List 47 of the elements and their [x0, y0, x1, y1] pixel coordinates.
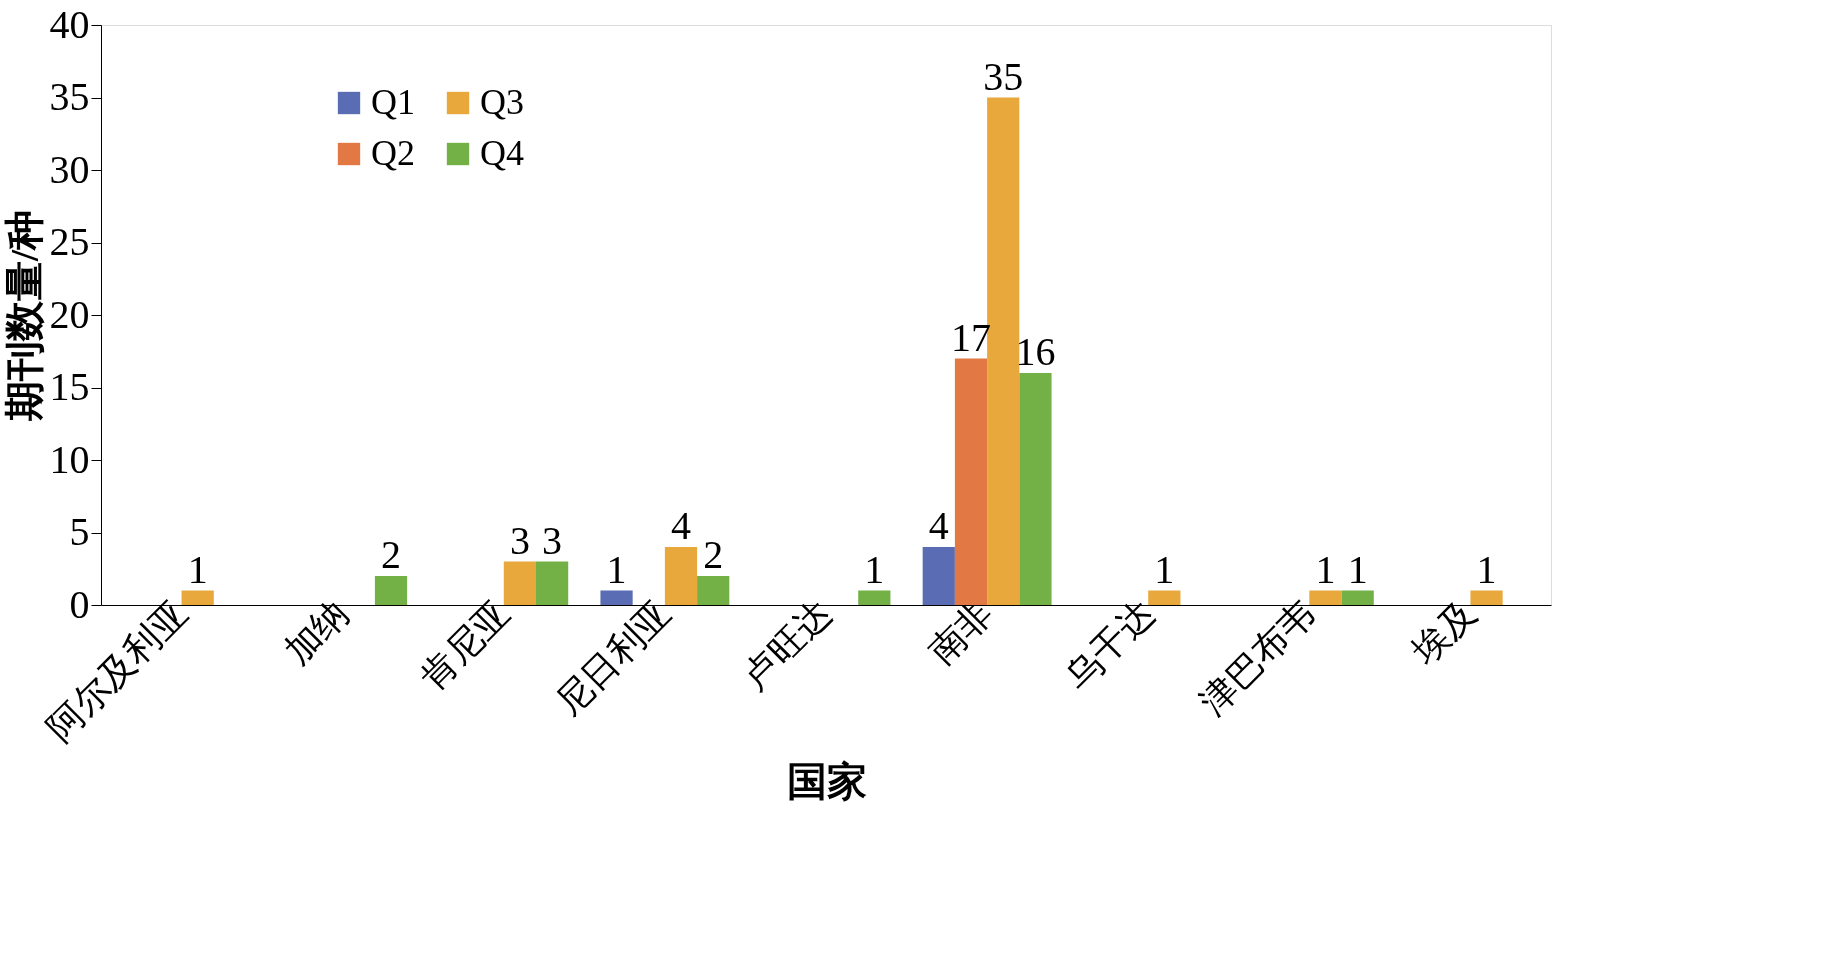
- y-tick-label: 35: [49, 74, 90, 119]
- y-tick-label: 20: [49, 291, 90, 337]
- bar: [536, 561, 569, 605]
- x-tick-label: 乌干达: [1057, 592, 1162, 698]
- legend-label: Q4: [480, 133, 524, 173]
- bar: [922, 547, 955, 605]
- y-axis-title: 期刊数量/种: [1, 209, 47, 423]
- data-label: 1: [1347, 546, 1368, 592]
- y-tick-label: 25: [49, 219, 90, 264]
- data-label: 1: [1154, 546, 1175, 592]
- x-axis-title: 国家: [786, 758, 867, 804]
- y-tick-label: 40: [49, 1, 90, 47]
- bar: [1019, 373, 1052, 605]
- x-tick-label: 南非: [921, 592, 1001, 672]
- data-label: 2: [703, 532, 724, 577]
- bar: [1341, 590, 1374, 605]
- data-label: 1: [1315, 546, 1336, 592]
- data-label: 3: [509, 517, 530, 563]
- y-tick-label: 0: [69, 581, 90, 627]
- x-tick-label: 津巴布韦: [1192, 592, 1323, 723]
- y-tick-label: 15: [49, 364, 90, 409]
- data-label: 1: [187, 546, 208, 592]
- bar: [954, 358, 988, 605]
- data-label: 4: [928, 503, 949, 548]
- bar: [1148, 590, 1181, 605]
- data-label: 16: [1015, 329, 1056, 374]
- data-label: 1: [864, 546, 885, 592]
- x-tick-label: 肯尼亚: [412, 592, 518, 698]
- data-label: 1: [606, 546, 627, 592]
- x-tick-label: 埃及: [1403, 592, 1484, 673]
- legend-label: Q3: [480, 82, 524, 122]
- bar: [374, 576, 408, 605]
- data-label: 2: [381, 532, 401, 577]
- legend-label: Q1: [371, 82, 415, 122]
- bar: [858, 590, 891, 605]
- x-tick-label: 卢旺达: [734, 592, 840, 698]
- x-tick-label: 尼日利亚: [548, 592, 679, 723]
- data-label: 1: [1476, 546, 1497, 592]
- x-tick-label: 加纳: [276, 592, 357, 672]
- data-label: 3: [542, 517, 563, 563]
- y-tick-label: 10: [49, 436, 90, 482]
- data-label: 4: [671, 503, 691, 548]
- y-tick-label: 5: [69, 509, 90, 554]
- legend-label: Q2: [371, 133, 415, 173]
- bar: [697, 576, 730, 605]
- y-tick-label: 30: [49, 146, 90, 192]
- data-label: 35: [983, 53, 1024, 99]
